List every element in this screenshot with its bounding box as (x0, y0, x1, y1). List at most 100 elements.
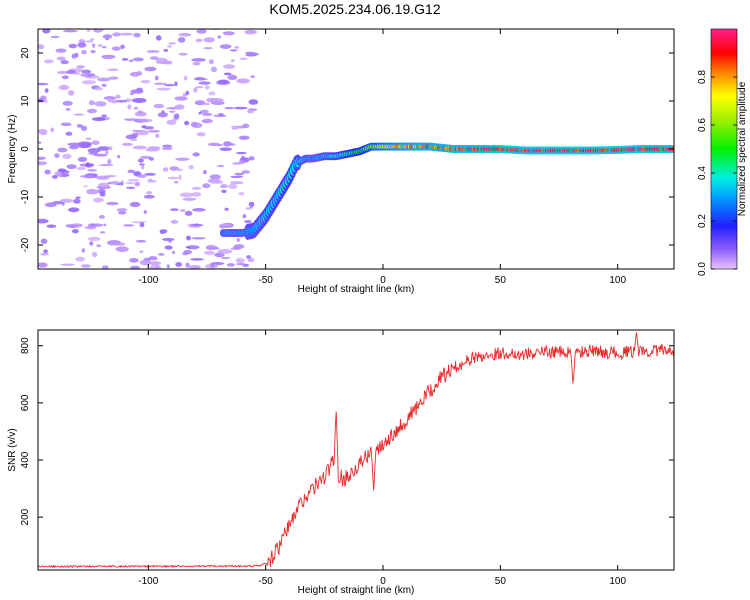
noise-speckle (234, 172, 245, 176)
colorbar-gradient (711, 29, 737, 269)
noise-speckle (44, 169, 51, 175)
noise-speckle (228, 183, 238, 190)
noise-speckle (183, 75, 188, 81)
noise-speckle (102, 265, 109, 269)
snr-x-label: Height of straight line (km) (298, 585, 415, 596)
noise-speckle (65, 131, 73, 136)
spectrogram-x-label: Height of straight line (km) (298, 284, 415, 295)
spectrogram-y-label: Frequency (Hz) (7, 115, 18, 184)
noise-speckle (208, 91, 216, 96)
noise-speckle (169, 208, 179, 211)
noise-speckle (98, 182, 110, 189)
noise-speckle (216, 164, 225, 168)
noise-speckle (50, 35, 60, 39)
noise-speckle (62, 29, 78, 33)
noise-speckle (167, 176, 179, 180)
noise-speckle (80, 264, 91, 268)
noise-speckle (99, 191, 106, 197)
noise-speckle (174, 104, 185, 110)
noise-speckle (203, 169, 207, 175)
noise-speckle (199, 109, 209, 114)
noise-speckle (98, 214, 105, 219)
noise-speckle (145, 148, 160, 152)
noise-speckle (115, 94, 121, 99)
snr-marks (38, 332, 674, 569)
noise-speckle (183, 249, 193, 255)
noise-speckle (139, 250, 144, 253)
x-tick-label: -50 (258, 576, 273, 587)
y-tick-label: -20 (20, 237, 31, 252)
noise-speckle (233, 106, 248, 110)
x-tick-label: 50 (495, 576, 507, 587)
noise-speckle (87, 148, 101, 153)
y-tick-label: 400 (20, 451, 31, 468)
x-tick-label: 50 (495, 275, 507, 286)
noise-speckle (38, 161, 48, 166)
noise-speckle (38, 218, 49, 224)
noise-speckle (80, 125, 88, 131)
noise-speckle (218, 113, 224, 117)
colorbar-tick-label: 0.4 (697, 166, 708, 180)
noise-speckle (62, 153, 72, 159)
noise-speckle (193, 87, 198, 93)
noise-speckle (163, 48, 169, 52)
x-tick-label: -50 (258, 275, 273, 286)
noise-speckle (101, 83, 107, 87)
noise-speckle (161, 237, 175, 242)
noise-speckle (115, 99, 128, 103)
noise-speckle (195, 38, 203, 43)
noise-speckle (222, 64, 236, 69)
noise-speckle (80, 174, 95, 178)
noise-speckle (229, 181, 244, 185)
noise-speckle (188, 165, 194, 170)
noise-speckle (115, 246, 129, 252)
noise-speckle (85, 137, 92, 141)
noise-speckle (117, 154, 121, 159)
noise-speckle (136, 129, 149, 136)
noise-speckle (127, 104, 132, 110)
noise-speckle (247, 109, 254, 114)
noise-speckle (198, 81, 211, 85)
noise-speckle (196, 29, 207, 34)
y-tick-label: 10 (20, 95, 31, 107)
noise-speckle (191, 186, 202, 190)
noise-speckle (131, 97, 147, 104)
noise-speckle (115, 242, 126, 246)
noise-speckle (85, 40, 94, 43)
noise-speckle (220, 256, 231, 260)
noise-speckle (54, 153, 60, 158)
noise-speckle (123, 224, 134, 227)
noise-speckle (108, 76, 119, 80)
noise-speckle (148, 129, 160, 133)
noise-speckle (89, 241, 94, 246)
noise-speckle (157, 253, 165, 256)
noise-speckle (185, 262, 190, 268)
noise-speckle (144, 66, 157, 72)
noise-speckle (69, 145, 80, 150)
noise-speckle (137, 110, 144, 114)
noise-speckle (236, 78, 250, 84)
noise-speckle (168, 110, 176, 113)
noise-speckle (107, 146, 113, 150)
noise-speckle (72, 198, 81, 204)
noise-speckle (128, 59, 134, 62)
noise-speckle (235, 263, 246, 266)
noise-speckle (129, 201, 141, 208)
noise-speckle (144, 172, 156, 176)
noise-speckle (97, 146, 111, 151)
noise-speckle (153, 103, 165, 109)
noise-speckle (239, 57, 248, 60)
noise-speckle (75, 256, 86, 262)
noise-speckle (40, 238, 48, 244)
x-tick-label: 0 (380, 576, 386, 587)
snr-plot-area (38, 330, 674, 570)
noise-speckle (129, 257, 139, 263)
noise-speckle (116, 208, 128, 212)
noise-speckle (146, 191, 153, 195)
noise-speckle (133, 32, 141, 38)
noise-speckle (139, 259, 152, 266)
noise-speckle (244, 220, 252, 224)
noise-speckle (159, 229, 168, 234)
noise-speckle (76, 124, 83, 128)
